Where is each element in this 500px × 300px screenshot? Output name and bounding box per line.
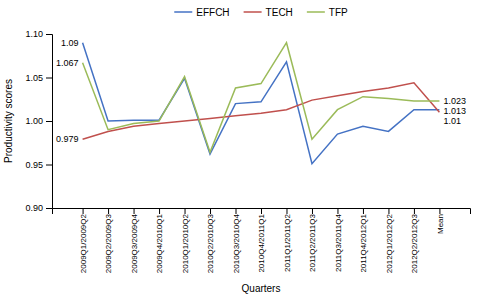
y-tick-mark <box>46 78 52 79</box>
x-tick: Mean <box>436 208 445 234</box>
y-tick: 1.05 <box>25 73 52 83</box>
x-tick: 2010Q3/2010Q4 <box>232 208 241 273</box>
x-tick-label: 2010Q1/2010Q2 <box>181 213 190 273</box>
y-tick-label: 0.90 <box>25 203 43 213</box>
x-tick-label: 2011Q4/2012Q1 <box>359 213 368 272</box>
y-tick: 1.10 <box>25 29 52 39</box>
x-axis-line <box>53 209 471 215</box>
y-tick: 0.95 <box>25 160 52 170</box>
y-tick: 0.90 <box>25 203 52 213</box>
annotation: 1.067 <box>56 58 79 68</box>
x-tick-mark <box>414 208 415 214</box>
x-tick-mark <box>363 208 364 214</box>
legend-label: TECH <box>266 7 293 18</box>
x-tick: 2010Q1/2010Q2 <box>181 208 190 273</box>
y-axis-title: Productivity scores <box>3 79 14 163</box>
annotations-group: 1.09 1.067 0.979 1.0231.0131.01 <box>56 38 466 145</box>
x-tick: 2009Q4/2010Q1 <box>155 208 164 273</box>
legend-label: TFP <box>329 7 348 18</box>
x-tick-mark <box>236 208 237 214</box>
lines-group <box>83 43 440 164</box>
x-axis-title: Quarters <box>242 283 281 294</box>
x-tick: 2011Q1/2011Q2 <box>283 208 292 272</box>
chart-svg: 0.90 0.95 1.00 1.05 1.10 2009Q1/2009Q2 2009Q2/… <box>0 0 500 300</box>
x-tick-label: 2012Q1/2012Q2 <box>385 213 394 273</box>
y-axis: 0.90 0.95 1.00 1.05 1.10 <box>25 29 52 213</box>
y-axis-line <box>46 35 53 209</box>
x-tick: 2012Q1/2012Q2 <box>385 208 394 273</box>
x-tick-label: Mean <box>436 214 445 234</box>
legend-swatch <box>174 11 192 13</box>
y-tick-label: 0.95 <box>25 160 43 170</box>
y-tick-label: 1.00 <box>25 116 43 126</box>
x-tick-label: 2009Q1/2009Q2 <box>79 213 88 273</box>
annotation: 1.09 <box>61 38 79 48</box>
x-tick-label: 2010Q3/2010Q4 <box>232 213 241 273</box>
legend-swatch <box>244 11 262 13</box>
legend-swatch <box>307 11 325 13</box>
y-tick-mark <box>46 208 52 209</box>
x-tick-mark <box>159 208 160 214</box>
legend-item: TECH <box>244 7 293 18</box>
x-tick-mark <box>439 208 440 214</box>
x-tick-label: 2010Q2/2010Q3 <box>206 213 215 273</box>
x-tick-mark <box>388 208 389 214</box>
x-tick: 2011Q2/2011Q3 <box>308 208 317 272</box>
x-tick-label: 2009Q4/2010Q1 <box>155 213 164 273</box>
x-tick-label: 2009Q2/2009Q3 <box>104 213 113 273</box>
annotation: 1.023 <box>443 96 466 106</box>
x-tick-label: 2010Q4/2011Q1 <box>257 213 266 272</box>
legend-label: EFFCH <box>196 7 229 18</box>
y-tick: 1.00 <box>25 116 52 126</box>
x-tick-mark <box>261 208 262 214</box>
x-tick-mark <box>337 208 338 214</box>
x-tick: 2010Q2/2010Q3 <box>206 208 215 273</box>
x-tick-mark <box>210 208 211 214</box>
x-tick-mark <box>312 208 313 214</box>
line-series <box>83 83 440 140</box>
annotation: 1.01 <box>443 116 461 126</box>
legend-item: TFP <box>307 7 348 18</box>
x-tick: 2009Q2/2009Q3 <box>104 208 113 273</box>
x-tick: 2011Q3/2011Q4 <box>334 208 343 272</box>
x-tick-label: 2012Q2/2012Q3 <box>410 213 419 273</box>
line-series <box>83 43 440 164</box>
x-tick: 2010Q4/2011Q1 <box>257 208 266 273</box>
y-tick-label: 1.05 <box>25 73 43 83</box>
y-tick-mark <box>46 34 52 35</box>
plot-group: 0.90 0.95 1.00 1.05 1.10 2009Q1/2009Q2 2009Q2/… <box>3 7 471 295</box>
y-tick-label: 1.10 <box>25 29 43 39</box>
chart-container: 0.90 0.95 1.00 1.05 1.10 2009Q1/2009Q2 2009Q2/… <box>0 0 500 300</box>
x-axis: 2009Q1/2009Q2 2009Q2/2009Q3 2009Q3/2009Q4 2… <box>53 208 471 273</box>
y-tick-mark <box>46 121 52 122</box>
x-tick: 2012Q2/2012Q3 <box>410 208 419 273</box>
x-tick-mark <box>108 208 109 214</box>
x-tick-label: 2009Q3/2009Q4 <box>130 213 139 273</box>
x-tick-mark <box>134 208 135 214</box>
x-tick: 2011Q4/2012Q1 <box>359 208 368 273</box>
annotation: 1.013 <box>443 106 466 116</box>
x-tick: 2009Q3/2009Q4 <box>130 208 139 273</box>
legend-item: EFFCH <box>174 7 229 18</box>
y-tick-mark <box>46 165 52 166</box>
x-tick: 2009Q1/2009Q2 <box>79 208 88 273</box>
x-tick-mark <box>83 208 84 214</box>
line-series <box>83 43 440 153</box>
x-tick-label: 2011Q1/2011Q2 <box>283 213 292 272</box>
annotation: 0.979 <box>56 134 79 144</box>
legend: EFFCH TECH TFP <box>174 7 348 18</box>
x-tick-mark <box>286 208 287 214</box>
x-tick-label: 2011Q2/2011Q3 <box>308 213 317 272</box>
x-tick-mark <box>185 208 186 214</box>
x-tick-label: 2011Q3/2011Q4 <box>334 213 343 272</box>
